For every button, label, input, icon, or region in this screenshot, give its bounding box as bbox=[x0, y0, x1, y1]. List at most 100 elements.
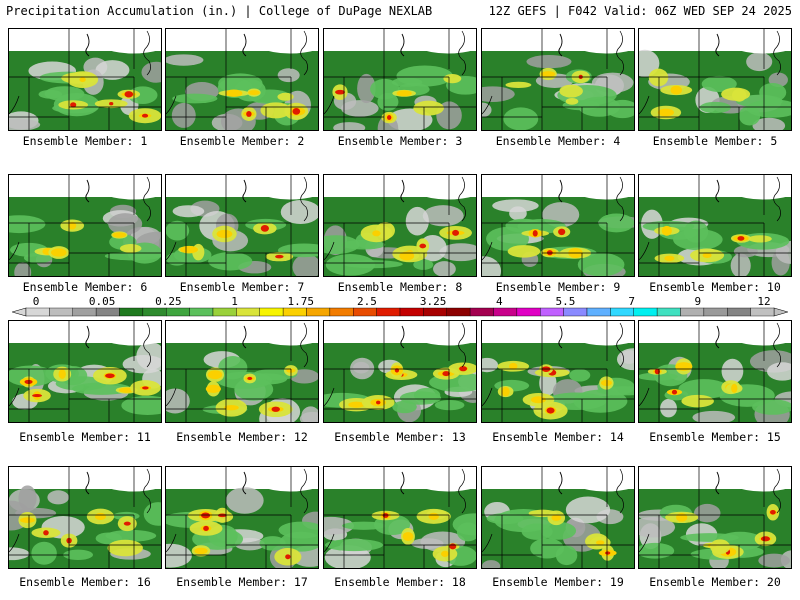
ensemble-member-map bbox=[323, 28, 477, 131]
ensemble-member-map bbox=[638, 466, 792, 569]
ensemble-member-map bbox=[8, 466, 162, 569]
precip-map-svg bbox=[482, 467, 634, 568]
ensemble-member-label: Ensemble Member: 12 bbox=[176, 430, 308, 444]
colorbar-swatch bbox=[353, 307, 377, 317]
precip-map-svg bbox=[324, 29, 476, 130]
colorbar-swatch bbox=[680, 307, 705, 317]
ensemble-member-label: Ensemble Member: 20 bbox=[649, 575, 781, 589]
precip-map-svg bbox=[166, 175, 318, 276]
colorbar-swatch bbox=[72, 307, 97, 317]
colorbar-swatch bbox=[376, 307, 401, 317]
colorbar-swatch bbox=[142, 307, 167, 317]
colorbar-swatch bbox=[563, 307, 588, 317]
precip-map-svg bbox=[639, 29, 791, 130]
ensemble-member-map bbox=[8, 320, 162, 423]
colorbar-tick-label: 7 bbox=[628, 296, 635, 308]
ensemble-member-map bbox=[638, 174, 792, 277]
ensemble-member-label: Ensemble Member: 3 bbox=[337, 134, 463, 148]
ensemble-member-label: Ensemble Member: 4 bbox=[495, 134, 621, 148]
precip-map-svg bbox=[166, 467, 318, 568]
ensemble-member-label: Ensemble Member: 8 bbox=[337, 280, 463, 294]
precip-map-svg bbox=[639, 321, 791, 422]
colorbar-swatch bbox=[516, 307, 541, 317]
ensemble-member-map bbox=[323, 466, 477, 569]
colorbar-swatch bbox=[750, 307, 775, 317]
ensemble-member-map bbox=[323, 174, 477, 277]
ensemble-member-map bbox=[481, 320, 635, 423]
colorbar-tick-label: 4 bbox=[496, 296, 503, 308]
precip-map-svg bbox=[9, 321, 161, 422]
ensemble-member-label: Ensemble Member: 17 bbox=[176, 575, 308, 589]
colorbar-swatch bbox=[189, 307, 214, 317]
ensemble-member-label: Ensemble Member: 9 bbox=[495, 280, 621, 294]
colorbar-swatch bbox=[212, 307, 237, 317]
ensemble-member-map bbox=[481, 466, 635, 569]
colorbar-swatch bbox=[446, 307, 471, 317]
model-run-info: 12Z GEFS | F042 Valid: 06Z WED SEP 24 20… bbox=[488, 4, 792, 18]
colorbar-swatch bbox=[282, 307, 307, 317]
colorbar-swatch bbox=[306, 307, 331, 317]
ensemble-member-map bbox=[323, 320, 477, 423]
colorbar-swatch bbox=[119, 307, 144, 317]
ensemble-member-label: Ensemble Member: 7 bbox=[179, 280, 305, 294]
colorbar-swatch bbox=[259, 307, 284, 317]
colorbar-swatch bbox=[586, 307, 611, 317]
ensemble-member-label: Ensemble Member: 14 bbox=[492, 430, 624, 444]
ensemble-member-map bbox=[638, 28, 792, 131]
ensemble-member-map bbox=[165, 320, 319, 423]
precip-map-svg bbox=[9, 175, 161, 276]
ensemble-member-label: Ensemble Member: 15 bbox=[649, 430, 781, 444]
colorbar-swatch bbox=[469, 307, 494, 317]
ensemble-member-map bbox=[481, 174, 635, 277]
page-title: Precipitation Accumulation (in.) | Colle… bbox=[6, 4, 433, 18]
ensemble-member-label: Ensemble Member: 5 bbox=[652, 134, 778, 148]
precip-map-svg bbox=[639, 175, 791, 276]
precip-map-svg bbox=[324, 467, 476, 568]
colorbar-swatch bbox=[703, 307, 728, 317]
precip-colorbar: 0 0.05 0.25 1 1.75 2.5 3.25 4 5.5 7 9 12 bbox=[12, 296, 788, 322]
colorbar-tick-label: 0.25 bbox=[155, 296, 182, 308]
precip-map-svg bbox=[324, 175, 476, 276]
colorbar-svg: 0 0.05 0.25 1 1.75 2.5 3.25 4 5.5 7 9 12 bbox=[12, 296, 788, 317]
colorbar-tick-label: 1 bbox=[231, 296, 238, 308]
colorbar-swatch bbox=[329, 307, 354, 317]
colorbar-swatch bbox=[166, 307, 190, 317]
ensemble-member-label: Ensemble Member: 6 bbox=[22, 280, 148, 294]
colorbar-tick-label: 1.75 bbox=[287, 296, 314, 308]
colorbar-tick-label: 2.5 bbox=[357, 296, 377, 308]
precip-map-svg bbox=[9, 29, 161, 130]
precip-map-svg bbox=[482, 29, 634, 130]
ensemble-member-map bbox=[165, 466, 319, 569]
colorbar-tick-label: 12 bbox=[757, 296, 770, 308]
ensemble-member-map bbox=[165, 174, 319, 277]
colorbar-swatch bbox=[236, 307, 260, 317]
colorbar-tick-label: 0.05 bbox=[89, 296, 116, 308]
ensemble-member-map bbox=[8, 28, 162, 131]
colorbar-tick-label: 3.25 bbox=[420, 296, 447, 308]
colorbar-tick-label: 5.5 bbox=[556, 296, 576, 308]
colorbar-swatch bbox=[25, 307, 50, 317]
colorbar-swatch bbox=[95, 307, 120, 317]
ensemble-member-map bbox=[481, 28, 635, 131]
ensemble-member-label: Ensemble Member: 2 bbox=[179, 134, 305, 148]
colorbar-swatch bbox=[610, 307, 634, 317]
colorbar-swatch bbox=[49, 307, 73, 317]
precip-map-svg bbox=[482, 175, 634, 276]
ensemble-member-label: Ensemble Member: 19 bbox=[492, 575, 624, 589]
ensemble-member-label: Ensemble Member: 1 bbox=[22, 134, 148, 148]
ensemble-member-label: Ensemble Member: 13 bbox=[334, 430, 466, 444]
ensemble-member-map bbox=[8, 174, 162, 277]
colorbar-swatch bbox=[727, 307, 751, 317]
colorbar-tick-label: 9 bbox=[695, 296, 702, 308]
ensemble-member-map bbox=[165, 28, 319, 131]
colorbar-swatch bbox=[656, 307, 681, 317]
precip-map-svg bbox=[324, 321, 476, 422]
colorbar-swatch bbox=[540, 307, 564, 317]
colorbar-swatch bbox=[493, 307, 518, 317]
precip-map-svg bbox=[166, 29, 318, 130]
colorbar-swatch bbox=[633, 307, 658, 317]
ensemble-member-label: Ensemble Member: 16 bbox=[19, 575, 151, 589]
precip-map-svg bbox=[482, 321, 634, 422]
precip-map-svg bbox=[9, 467, 161, 568]
ensemble-member-label: Ensemble Member: 18 bbox=[334, 575, 466, 589]
